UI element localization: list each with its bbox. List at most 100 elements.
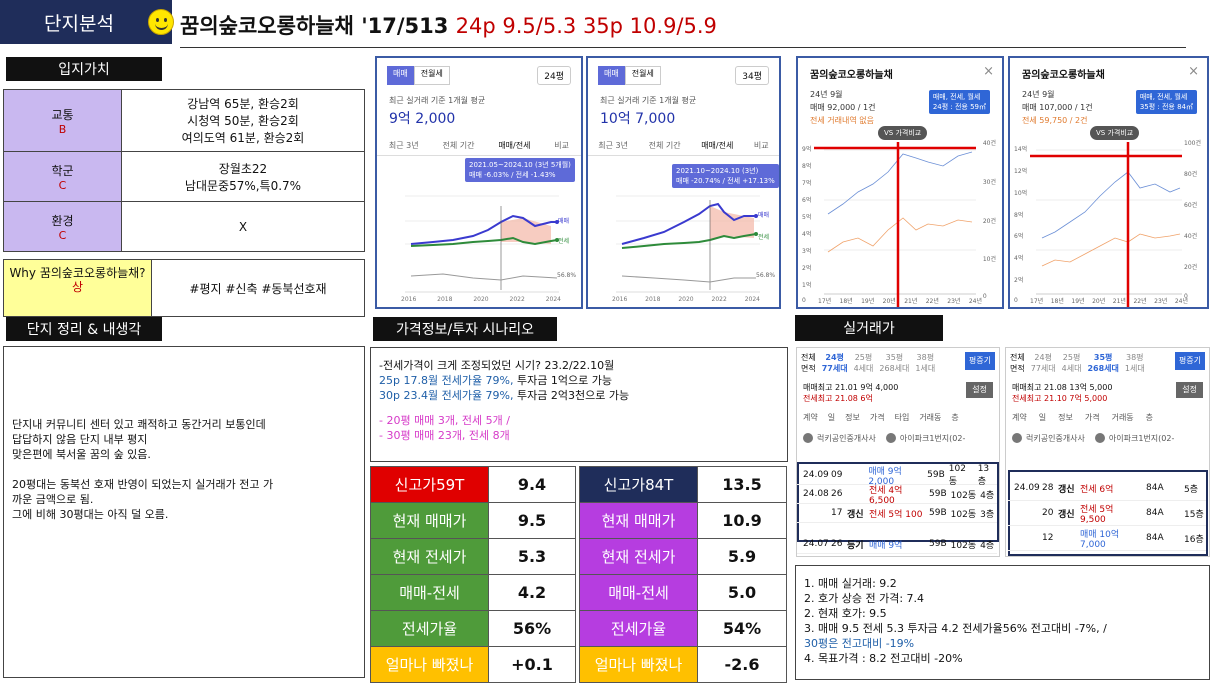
expand-button[interactable]: 평증기 xyxy=(1174,352,1205,370)
chart-subtitle: 최근 실거래 기준 1개월 평균 xyxy=(389,96,486,105)
grid-label: 신고가84T xyxy=(579,466,698,503)
tab-maemae[interactable]: 매매 xyxy=(598,66,625,85)
table-row[interactable]: 24.07 26 등기 매매 9억 59B 102동 4층 xyxy=(797,535,997,554)
area-tab[interactable]: 전체 xyxy=(801,353,816,362)
area-tab[interactable]: 38평 xyxy=(916,353,935,362)
grid-value: 9.4 xyxy=(488,466,576,503)
area-tab[interactable]: 35평 xyxy=(1093,353,1113,362)
tab-rent[interactable]: 전월세 xyxy=(624,66,661,85)
area-tab[interactable]: 24평 xyxy=(825,353,844,362)
environment-value: X xyxy=(121,201,365,252)
area-tab-sub: 268세대 xyxy=(879,364,910,373)
cell: 갱신 xyxy=(1058,509,1075,520)
environment-grade: C xyxy=(58,228,67,242)
deals-table-59[interactable]: 전체 면적 24평 77세대 25평 4세대 35평 268세대 38평 1세대 평증기 … xyxy=(796,347,1000,557)
vs-compare-button[interactable]: VS 가격비교 xyxy=(1090,126,1140,140)
price-chart-right[interactable]: 매매 전월세 34평 최근 실거래 기준 1개월 평균 10억 7,000 최근… xyxy=(586,56,781,309)
cell: 28 xyxy=(1042,483,1054,493)
col-header: 타입 xyxy=(894,413,910,422)
x-tick: 2018 xyxy=(645,296,661,303)
card-rent: 전세 거래내역 없음 xyxy=(810,116,874,125)
transport-line: 여의도역 61분, 환승2회 xyxy=(181,131,305,145)
grid-value: 5.3 xyxy=(488,538,576,575)
settings-button[interactable]: 설정 xyxy=(966,382,993,398)
period-compare[interactable]: 비교 xyxy=(753,141,769,150)
period-compare-type[interactable]: 매매/전세 xyxy=(701,141,734,150)
cell: 102동 xyxy=(948,463,966,487)
area-tab[interactable]: 25평 xyxy=(854,353,873,362)
period-compare[interactable]: 비교 xyxy=(554,141,570,150)
table-row[interactable]: 20 갱신 전세 5억 9,500 84A 15층 xyxy=(1008,501,1206,526)
y-tick: 2억 xyxy=(802,265,812,272)
area-tab-sub: 4세대 xyxy=(853,364,874,373)
y-tick: 4억 xyxy=(1014,255,1024,263)
vs-compare-button[interactable]: VS 가격비교 xyxy=(878,126,928,140)
tooltip-change: 매매 -20.74% / 전세 +17.13% xyxy=(676,177,775,185)
close-icon[interactable]: × xyxy=(1188,64,1199,79)
x-tick: 19년 xyxy=(861,298,875,305)
cell: 전세 6억 xyxy=(1080,484,1114,495)
close-icon[interactable]: × xyxy=(983,64,994,79)
table-row[interactable]: 24.09 09 매매 9억 2,000 59B 102동 13층 xyxy=(797,463,997,487)
high-rent: 전세최고 21.08 6억 xyxy=(803,394,873,403)
chart-tooltip: 2021.05~2024.10 (3년 5개월) 매매 -6.03% / 전세 -… xyxy=(465,158,575,182)
price-chart-left[interactable]: 매매 전월세 24평 최근 실거래 기준 1개월 평균 9억 2,000 최근 … xyxy=(375,56,583,309)
chart-tooltip: 2021.10~2024.10 (3년) 매매 -20.74% / 전세 +17.… xyxy=(672,164,779,188)
grid-value: 13.5 xyxy=(697,466,787,503)
deal-card-84[interactable]: 꿈의숲코오롱하늘채 × 24년 9월 매매 107,000 / 1건 전세 59… xyxy=(1008,56,1209,309)
avatar xyxy=(803,433,813,443)
table-row[interactable]: 24.08 26 전세 4억 6,500 59B 102동 4층 xyxy=(797,485,997,506)
area-tab[interactable]: 25평 xyxy=(1062,353,1081,362)
school-grade: C xyxy=(58,178,67,192)
col-header: 가격 xyxy=(1084,413,1100,422)
price-line-chart xyxy=(405,195,559,293)
y-tick: 8억 xyxy=(802,163,812,170)
type-tag[interactable]: 매매, 전세, 월세 24평 : 전용 59㎡ xyxy=(928,90,990,114)
card-title: 꿈의숲코오롱하늘채 xyxy=(810,70,893,81)
period-3y[interactable]: 최근 3년 xyxy=(598,141,629,150)
deals-table-84[interactable]: 전체 면적 24평 77세대 25평 4세대 35평 268세대 38평 1세대 평증기 … xyxy=(1005,347,1210,557)
summary-box: 단지내 커뮤니티 센터 있고 쾌적하고 동간거리 보통인데 답답하지 않음 단지… xyxy=(3,346,365,678)
transport-label-text: 교통 xyxy=(51,107,74,122)
period-3y[interactable]: 최근 3년 xyxy=(388,141,419,150)
tooltip-period: 2021.10~2024.10 (3년) xyxy=(676,167,759,175)
cell: 102동 xyxy=(950,540,977,551)
chart-subtitle: 최근 실거래 기준 1개월 평균 xyxy=(600,96,697,105)
y-tick: 4억 xyxy=(802,231,812,238)
avatar xyxy=(1012,433,1022,443)
size-select[interactable]: 34평 xyxy=(735,66,769,85)
grid-value: 54% xyxy=(697,610,787,647)
tab-maemae[interactable]: 매매 xyxy=(387,66,414,85)
cell: 09 xyxy=(831,470,843,480)
area-tab[interactable]: 전체 xyxy=(1010,353,1025,362)
area-tab[interactable]: 35평 xyxy=(885,353,904,362)
period-compare-type[interactable]: 매매/전세 xyxy=(498,141,531,150)
cell: 26 xyxy=(831,489,843,499)
tab-rent[interactable]: 전월세 xyxy=(413,66,450,85)
period-all[interactable]: 전체 기간 xyxy=(648,141,681,150)
deal-scatter-chart xyxy=(1030,142,1182,307)
table-row[interactable]: 24.09 28 갱신 전세 6억 84A 5층 xyxy=(1008,476,1206,501)
table-row[interactable]: 17 갱신 전세 5억 100 59B 102동 3층 xyxy=(797,504,997,523)
expand-button[interactable]: 평증기 xyxy=(964,352,995,370)
y-tick-right: 40건 xyxy=(1184,233,1198,240)
table-row[interactable]: 12 매매 10억 7,000 84A 16층 xyxy=(1008,526,1206,551)
y-tick: 14억 xyxy=(1014,146,1028,153)
col-header: 층 xyxy=(951,413,959,422)
area-tab[interactable]: 24평 xyxy=(1034,353,1052,362)
settings-button[interactable]: 설정 xyxy=(1176,382,1203,398)
area-tab[interactable]: 38평 xyxy=(1126,353,1144,362)
cell: 12 xyxy=(1042,533,1054,543)
summary-line xyxy=(12,462,356,477)
x-tick: 2016 xyxy=(401,296,417,303)
type-tag[interactable]: 매매, 전세, 월세 35평 : 전용 84㎡ xyxy=(1135,90,1197,114)
location-heading-text: 입지가치 xyxy=(58,62,110,78)
summary-line: 단지내 커뮤니티 센터 있고 쾌적하고 동간거리 보통인데 xyxy=(12,418,266,431)
deal-card-59[interactable]: 꿈의숲코오롱하늘채 × 24년 9월 매매 92,000 / 1건 전세 거래내… xyxy=(796,56,1004,309)
size-select[interactable]: 24평 xyxy=(537,66,571,85)
period-all[interactable]: 전체 기간 xyxy=(442,141,475,150)
grid-label: 현재 전세가 xyxy=(370,538,489,575)
scenario-heading: 가격정보/투자 시나리오 xyxy=(373,317,557,341)
notes-box: 1. 매매 실거래: 9.2 2. 호가 상승 전 가격: 7.4 2. 현재 … xyxy=(795,565,1210,680)
cell: 102동 xyxy=(950,490,977,501)
